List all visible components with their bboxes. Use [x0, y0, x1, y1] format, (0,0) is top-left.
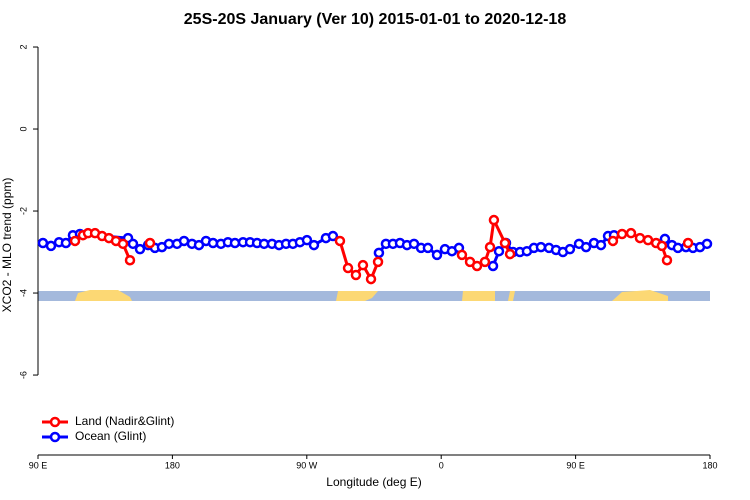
land-patch — [612, 290, 668, 301]
legend-label: Ocean (Glint) — [75, 429, 146, 443]
data-point — [479, 256, 491, 268]
data-point — [357, 259, 369, 271]
land-patch — [336, 291, 378, 301]
x-axis-label: Longitude (deg E) — [326, 475, 421, 489]
x-tick-label: 180 — [165, 460, 180, 470]
data-point — [656, 240, 668, 252]
data-point — [493, 245, 505, 257]
data-point — [625, 227, 637, 239]
y-tick-label: -6 — [18, 371, 28, 379]
y-tick-label: 2 — [18, 45, 28, 50]
y-tick-label: -4 — [18, 289, 28, 297]
y-axis-label: XCO2 - MLO trend (ppm) — [0, 178, 14, 313]
data-point — [488, 214, 500, 226]
x-tick-label: 90 E — [566, 460, 585, 470]
legend-marker — [49, 431, 61, 443]
data-point — [595, 239, 607, 251]
data-point — [60, 237, 72, 249]
data-point — [144, 237, 156, 249]
data-point — [327, 230, 339, 242]
data-point — [487, 260, 499, 272]
data-point — [134, 243, 146, 255]
data-point — [504, 248, 516, 260]
data-point — [422, 242, 434, 254]
ocean-strip — [38, 291, 710, 301]
data-point — [535, 241, 547, 253]
data-point — [564, 243, 576, 255]
data-point — [642, 234, 654, 246]
data-point — [372, 256, 384, 268]
data-point — [124, 254, 136, 266]
data-point — [634, 232, 646, 244]
land-patch — [75, 290, 132, 301]
land-ocean-strip — [38, 290, 710, 301]
data-point — [69, 235, 81, 247]
data-point — [342, 262, 354, 274]
data-point — [334, 235, 346, 247]
data-point — [672, 242, 684, 254]
data-point — [471, 260, 483, 272]
data-point — [682, 237, 694, 249]
legend-marker — [49, 416, 61, 428]
x-tick-label: 0 — [439, 460, 444, 470]
data-point — [350, 269, 362, 281]
data-point — [701, 238, 713, 250]
data-point — [431, 249, 443, 261]
data-point — [163, 238, 175, 250]
y-tick-label: 0 — [18, 127, 28, 132]
data-point — [616, 228, 628, 240]
x-tick-label: 180 — [702, 460, 717, 470]
chart-title: 25S-20S January (Ver 10) 2015-01-01 to 2… — [184, 11, 567, 28]
data-point — [229, 237, 241, 249]
y-tick-label: -2 — [18, 207, 28, 215]
land-patch — [462, 291, 495, 301]
data-point — [456, 249, 468, 261]
data-point — [373, 247, 385, 259]
data-point — [580, 241, 592, 253]
x-tick-label: 90 E — [29, 460, 48, 470]
data-point — [127, 238, 139, 250]
land-patch — [508, 291, 515, 301]
legend-label: Land (Nadir&Glint) — [75, 414, 174, 428]
data-point — [308, 239, 320, 251]
data-point — [484, 241, 496, 253]
data-point — [301, 234, 313, 246]
data-point — [365, 273, 377, 285]
x-tick-label: 90 W — [296, 460, 318, 470]
data-point — [37, 237, 49, 249]
data-point — [117, 238, 129, 250]
data-point — [607, 235, 619, 247]
data-point — [661, 254, 673, 266]
data-point — [45, 240, 57, 252]
data-point — [499, 237, 511, 249]
